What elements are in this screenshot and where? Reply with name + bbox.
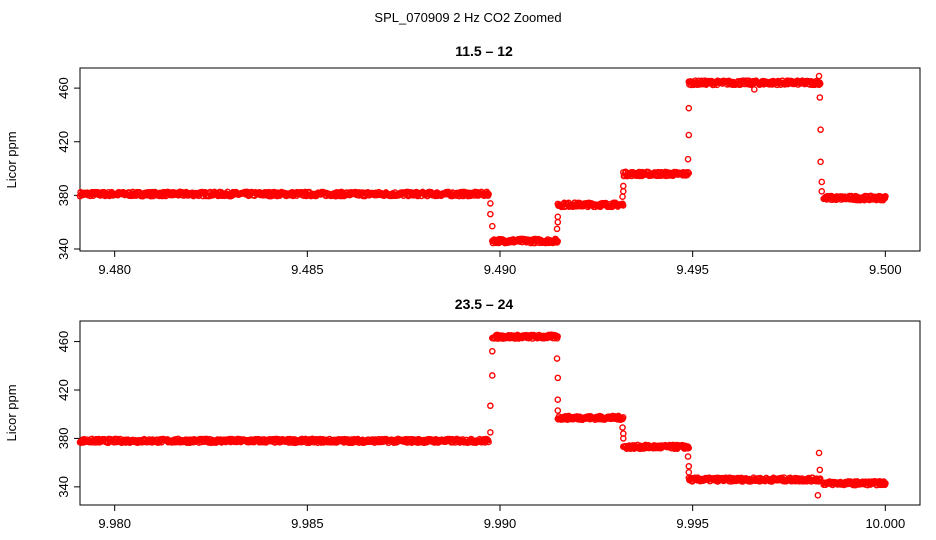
x-tick-label: 9.990 [484,516,517,531]
x-tick-label: 9.500 [869,262,902,277]
data-point [488,372,496,379]
data-point [685,104,693,112]
data-point [620,188,627,195]
data-point [619,414,627,421]
panel-title: 23.5 – 24 [455,296,514,312]
figure-title: SPL_070909 2 Hz CO2 Zoomed [374,10,561,25]
data-point [816,466,824,474]
x-tick-label: 9.490 [484,262,517,277]
panel-1: 11.5 – 12 Licor ppm 9.480 9.485 9.490 9.495… [4,43,921,277]
data-point [685,462,693,470]
plot-frame [79,67,921,252]
data-point [488,347,496,355]
x-tick-label: 9.495 [676,262,709,277]
data-point [816,94,824,101]
data-point [554,396,562,403]
data-points [76,331,889,499]
data-point [882,480,889,487]
data-point [619,202,627,209]
data-point [817,126,824,133]
data-point [816,80,824,88]
x-tick-label: 10.000 [865,516,905,531]
data-point [814,492,822,499]
data-point [485,438,492,446]
data-point [620,435,627,442]
data-point [685,131,693,139]
data-point [816,475,824,483]
y-axis-label: Licor ppm [4,384,19,441]
data-point [554,218,562,226]
data-point [554,333,561,340]
data-point [619,193,626,201]
data-point [620,182,627,190]
y-tick-label: 340 [56,476,71,498]
y-tick-label: 380 [56,428,71,450]
data-point [818,178,826,186]
x-tick-label: 9.995 [676,516,709,531]
data-point [685,444,693,452]
data-point [553,355,561,362]
data-point [815,449,823,457]
data-point [815,72,823,80]
data-point [684,453,692,460]
x-tick-label: 9.985 [291,516,324,531]
y-tick-label: 460 [56,331,71,353]
data-point [818,188,826,195]
data-point [554,213,562,221]
data-point [554,374,562,382]
y-tick-label: 460 [56,77,71,99]
data-point [553,225,561,233]
x-tick-label: 9.980 [98,516,131,531]
data-point [817,158,824,166]
x-tick-label: 9.480 [98,262,131,277]
data-point [685,169,693,177]
data-point [488,222,496,230]
panel-2: 23.5 – 24 Licor ppm 9.980 9.985 9.990 9.995… [4,296,921,531]
data-point [554,407,562,414]
data-point [487,200,494,207]
y-axis-label: Licor ppm [4,131,19,188]
x-tick-label: 9.485 [291,262,324,277]
data-point [554,237,561,245]
data-point [619,424,626,431]
data-point [487,210,494,218]
data-point [487,402,494,410]
data-points [76,72,889,247]
data-point [485,190,492,198]
data-point [487,429,494,436]
data-point [684,155,692,163]
y-tick-label: 420 [56,379,71,401]
panel-title: 11.5 – 12 [455,43,513,59]
data-point [751,86,758,93]
y-tick-label: 380 [56,185,71,207]
data-point [882,192,889,200]
y-tick-label: 340 [56,238,71,260]
data-point [685,469,693,476]
y-tick-label: 420 [56,131,71,153]
